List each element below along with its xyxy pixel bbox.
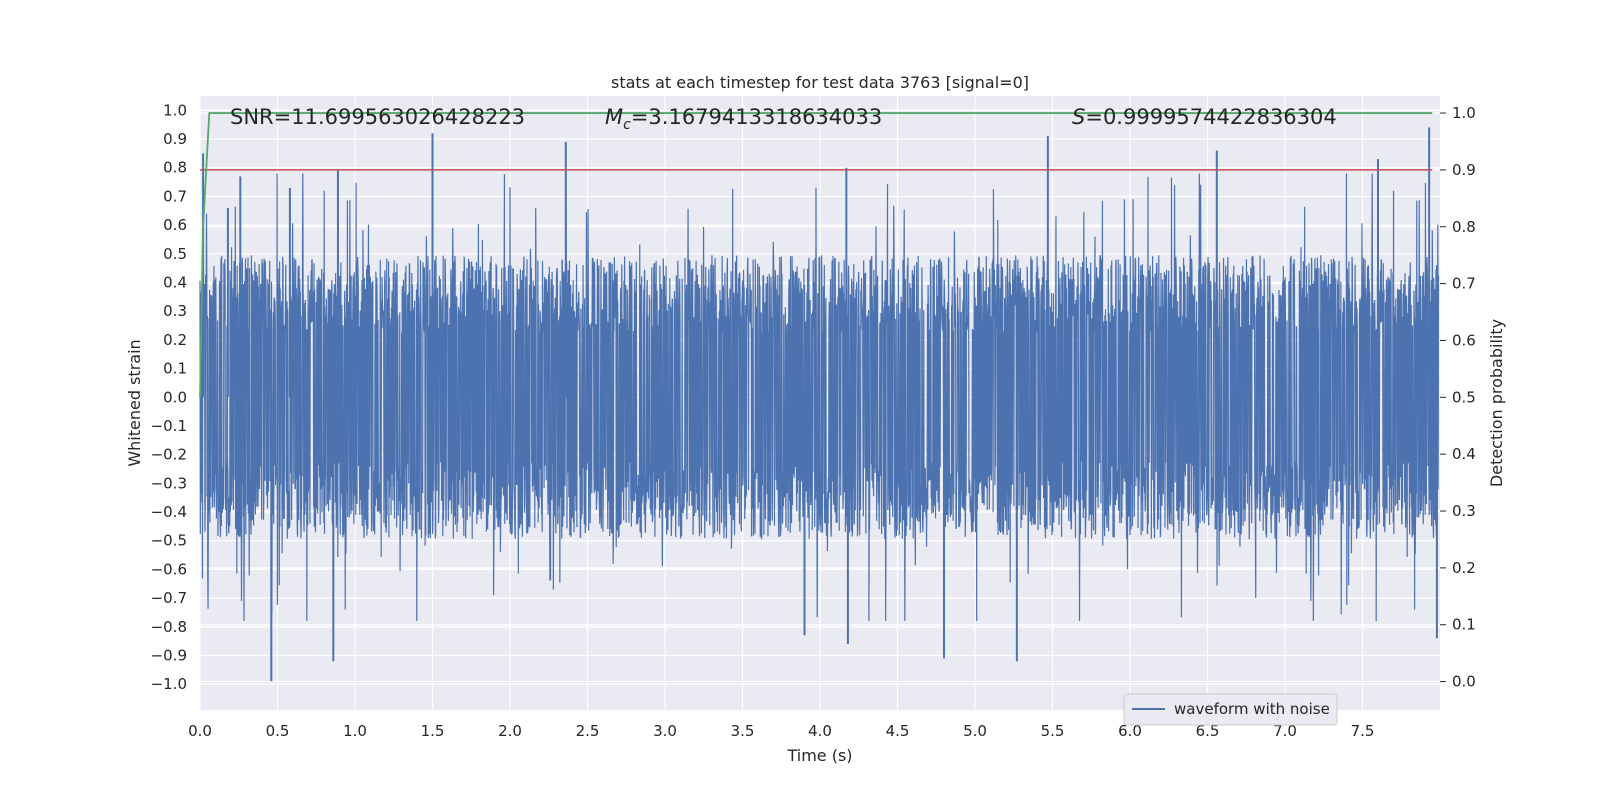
left-y-tick-label: 0.7 xyxy=(163,187,187,205)
x-tick-label: 2.0 xyxy=(498,722,522,740)
left-y-tick-label: −0.5 xyxy=(151,532,187,550)
right-y-tick-label: 0.4 xyxy=(1452,445,1476,463)
left-y-tick-label: −1.0 xyxy=(151,675,187,693)
left-y-tick-label: −0.7 xyxy=(151,589,187,607)
x-tick-label: 1.5 xyxy=(421,722,445,740)
left-y-tick-label: −0.1 xyxy=(151,417,187,435)
left-y-axis-label: Whitened strain xyxy=(125,339,144,466)
left-y-tick-label: −0.9 xyxy=(151,646,187,664)
right-y-tick-label: 0.0 xyxy=(1452,673,1476,691)
left-y-tick-label: −0.8 xyxy=(151,618,187,636)
left-y-tick-label: −0.4 xyxy=(151,503,187,521)
left-y-tick-label: 0.1 xyxy=(163,360,187,378)
score-symbol: S xyxy=(1072,105,1085,129)
legend: waveform with noise xyxy=(1123,693,1338,726)
x-tick-label: 5.5 xyxy=(1041,722,1065,740)
score-annotation: S=0.9999574422836304 xyxy=(1072,105,1337,129)
chirp-mass-symbol: M xyxy=(605,105,623,129)
chirp-mass-annotation: Mc=3.1679413318634033 xyxy=(605,105,882,133)
chirp-mass-subscript: c xyxy=(623,117,631,133)
detection-probability-line xyxy=(199,112,1433,398)
left-y-tick-label: 0.9 xyxy=(163,130,187,148)
snr-annotation: SNR=11.699563026428223 xyxy=(230,105,525,129)
x-tick-label: 5.0 xyxy=(963,722,987,740)
chart-title: stats at each timestep for test data 376… xyxy=(611,73,1029,92)
x-axis-label: Time (s) xyxy=(786,746,852,765)
right-y-tick-label: 0.8 xyxy=(1452,218,1476,236)
legend-label-waveform: waveform with noise xyxy=(1174,700,1330,718)
right-y-axis-label: Detection probability xyxy=(1487,319,1506,487)
x-tick-label: 2.5 xyxy=(576,722,600,740)
right-y-tick-label: 1.0 xyxy=(1452,104,1476,122)
x-tick-label: 4.0 xyxy=(808,722,832,740)
legend-box xyxy=(1123,693,1338,726)
x-tick-label: 0.0 xyxy=(188,722,212,740)
waveform-series xyxy=(199,127,1440,682)
x-tick-label: 4.5 xyxy=(886,722,910,740)
left-y-tick-label: −0.3 xyxy=(151,474,187,492)
right-y-tick-label: 0.3 xyxy=(1452,502,1476,520)
right-y-tick-label: 0.1 xyxy=(1452,616,1476,634)
right-y-tick-label: 0.9 xyxy=(1452,161,1476,179)
right-y-tick-label: 0.5 xyxy=(1452,388,1476,406)
x-tick-label: 6.0 xyxy=(1118,722,1142,740)
x-tick-label: 0.5 xyxy=(266,722,290,740)
right-y-tick-labels: 1.0 0.9 0.8 0.7 0.6 0.5 0.4 0.3 0.2 0.1 0.0 xyxy=(1440,104,1476,691)
right-y-tick-label: 0.2 xyxy=(1452,559,1476,577)
left-y-tick-label: −0.2 xyxy=(151,446,187,464)
chirp-mass-value: =3.1679413318634033 xyxy=(631,105,882,129)
x-tick-label: 3.0 xyxy=(653,722,677,740)
right-y-tick-label: 0.7 xyxy=(1452,275,1476,293)
waveform-line xyxy=(199,173,1440,622)
x-tick-label: 6.5 xyxy=(1196,722,1220,740)
x-tick-label: 3.5 xyxy=(731,722,755,740)
left-y-tick-label: 0.2 xyxy=(163,331,187,349)
score-value: =0.9999574422836304 xyxy=(1085,105,1336,129)
left-y-tick-label: 0.4 xyxy=(163,273,187,291)
x-tick-label: 7.0 xyxy=(1273,722,1297,740)
left-y-tick-label: 0.0 xyxy=(163,388,187,406)
left-y-tick-label: −0.6 xyxy=(151,560,187,578)
x-tick-label: 1.0 xyxy=(343,722,367,740)
left-y-tick-label: 1.0 xyxy=(163,101,187,119)
x-tick-label: 7.5 xyxy=(1351,722,1375,740)
left-y-tick-label: 0.8 xyxy=(163,159,187,177)
left-y-tick-label: 0.3 xyxy=(163,302,187,320)
left-y-tick-label: 0.5 xyxy=(163,245,187,263)
left-y-tick-label: 0.6 xyxy=(163,216,187,234)
left-y-tick-labels: 1.0 0.9 0.8 0.7 0.6 0.5 0.4 0.3 0.2 0.1 0.0 −0.1 −0.… xyxy=(151,101,187,693)
right-y-tick-label: 0.6 xyxy=(1452,331,1476,349)
x-tick-labels: 0.0 0.5 1.0 1.5 2.0 2.5 3.0 3.5 4.0 4.5 5.0 5.5 6.0 6… xyxy=(188,722,1374,740)
